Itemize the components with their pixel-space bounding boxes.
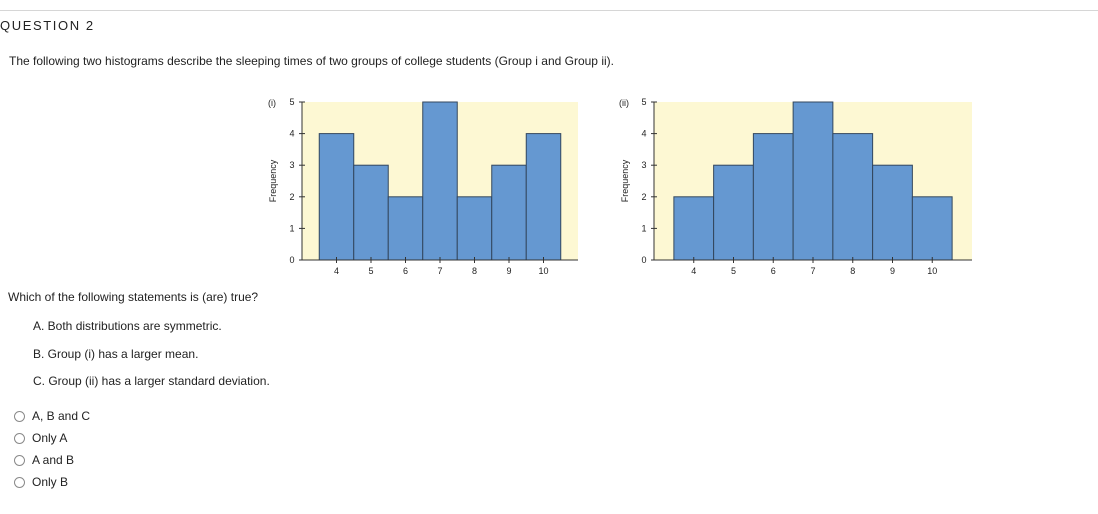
- statement-a: A. Both distributions are symmetric.: [33, 319, 222, 333]
- histogram-bar: [525, 133, 562, 261]
- x-tick-label: 4: [334, 266, 339, 276]
- answer-option[interactable]: A, B and C: [14, 409, 90, 423]
- y-axis-label: Frequency: [268, 159, 278, 202]
- x-tick-label: 9: [890, 266, 895, 276]
- x-tick-label: 8: [472, 266, 477, 276]
- x-tick-label: 6: [403, 266, 408, 276]
- histogram-bar: [832, 133, 874, 261]
- y-tick-label: 3: [289, 160, 294, 170]
- option-label: A, B and C: [32, 409, 91, 423]
- histogram-bar: [673, 196, 715, 261]
- histogram-group-ii: 0 1 2 3 4 5 4 5 6 7 8 9 10 Frequency (ii): [619, 97, 972, 276]
- x-tick-label: 7: [437, 266, 442, 276]
- y-tick-label: 2: [289, 192, 294, 202]
- histogram-bar: [792, 101, 834, 261]
- y-axis-label: Frequency: [620, 159, 630, 202]
- histogram-bar: [387, 196, 424, 261]
- x-tick-label: 5: [731, 266, 736, 276]
- histogram-bar: [911, 196, 953, 261]
- panel-label: (i): [268, 98, 276, 108]
- histogram-bar: [491, 164, 527, 261]
- panel-label: (ii): [619, 98, 629, 108]
- x-tick-label: 10: [538, 266, 548, 276]
- answer-option[interactable]: Only B: [14, 475, 68, 489]
- y-tick-label: 0: [641, 255, 646, 265]
- x-tick-label: 4: [691, 266, 696, 276]
- y-tick-label: 5: [289, 97, 294, 107]
- y-tick-label: 4: [641, 129, 646, 139]
- statement-b: B. Group (i) has a larger mean.: [33, 347, 199, 361]
- y-tick-label: 3: [641, 160, 646, 170]
- answer-option[interactable]: A and B: [14, 453, 74, 467]
- y-tick-label: 5: [641, 97, 646, 107]
- y-tick-label: 1: [289, 223, 294, 233]
- y-tick-label: 4: [289, 129, 294, 139]
- y-tick-label: 0: [289, 255, 294, 265]
- histogram-bar: [353, 164, 389, 261]
- histogram-bar: [713, 164, 754, 261]
- x-tick-label: 5: [368, 266, 373, 276]
- option-label: Only B: [32, 475, 69, 489]
- statement-c: C. Group (ii) has a larger standard devi…: [33, 374, 270, 388]
- question-prompt: Which of the following statements is (ar…: [8, 290, 259, 304]
- x-tick-label: 10: [927, 266, 937, 276]
- option-label: A and B: [32, 453, 75, 467]
- y-tick-label: 2: [641, 192, 646, 202]
- question-stem: The following two histograms describe th…: [9, 54, 614, 68]
- histogram-bar: [456, 196, 493, 261]
- histogram-bar: [872, 164, 913, 261]
- question-title: QUESTION 2: [0, 18, 95, 33]
- x-tick-label: 6: [771, 266, 776, 276]
- x-tick-label: 8: [850, 266, 855, 276]
- answer-option[interactable]: Only A: [14, 431, 67, 445]
- top-divider: [0, 10, 1098, 11]
- histogram-bar: [422, 101, 458, 261]
- y-tick-label: 1: [641, 223, 646, 233]
- x-tick-label: 7: [810, 266, 815, 276]
- radio-button[interactable]: [14, 476, 25, 488]
- histogram-group-i: 0 1 2 3 4 5 4 5 6 7 8 9 10 Frequency (i): [268, 97, 578, 276]
- histogram-bar: [752, 133, 794, 261]
- x-tick-label: 9: [506, 266, 511, 276]
- radio-button[interactable]: [14, 454, 25, 466]
- option-label: Only A: [32, 431, 68, 445]
- histogram-bar: [318, 133, 355, 261]
- radio-button[interactable]: [14, 432, 25, 444]
- radio-button[interactable]: [14, 410, 25, 422]
